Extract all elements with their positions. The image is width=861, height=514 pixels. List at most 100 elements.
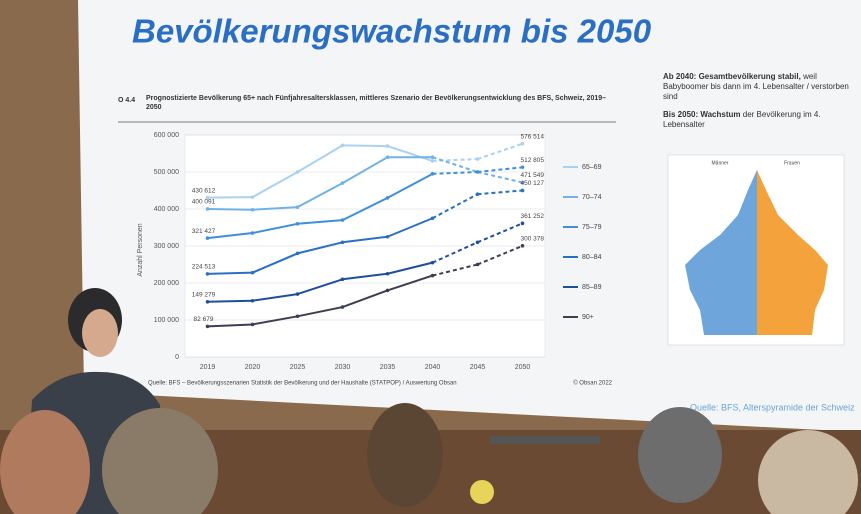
point (206, 272, 210, 276)
point (386, 155, 390, 159)
point (431, 155, 435, 159)
x-tick-label: 2035 (380, 364, 396, 371)
point (341, 218, 345, 222)
point (521, 142, 525, 146)
value-label: 361 252 (521, 213, 545, 220)
note-strong: Ab 2040: Gesamtbevölkerung stabil, (663, 72, 801, 81)
slide-title: Bevölkerungswachstum bis 2050 (132, 13, 652, 50)
line-segment (208, 209, 253, 210)
point (431, 159, 435, 163)
point (341, 181, 345, 185)
chart-title: Prognostizierte Bevölkerung 65+ nach Fün… (146, 94, 616, 112)
line-segment (208, 197, 253, 198)
chart-title-box: Prognostizierte Bevölkerung 65+ nach Fün… (146, 94, 616, 120)
point (296, 222, 300, 226)
pyramid-right-label: Frauen (784, 160, 800, 166)
x-tick-label: 2020 (245, 364, 261, 371)
y-tick-label: 300 000 (154, 243, 179, 250)
point (521, 165, 525, 169)
line-chart: 0 100 000 200 000 300 000 400 000 500 000 600 … (154, 132, 602, 371)
point (296, 252, 300, 256)
y-tick-label: 500 000 (154, 169, 179, 176)
legend-label: 70–74 (582, 194, 602, 201)
point (251, 208, 255, 212)
point (521, 189, 525, 193)
point (341, 241, 345, 245)
point (431, 216, 435, 220)
y-tick-label: 600 000 (154, 132, 179, 139)
value-label: 321 427 (192, 228, 216, 235)
point (296, 292, 300, 296)
legend-label: 85–89 (582, 284, 602, 291)
y-tick-label: 400 000 (154, 206, 179, 213)
point (251, 231, 255, 235)
point (476, 263, 480, 267)
point (341, 278, 345, 282)
audience-head (367, 403, 443, 507)
value-label: 430 612 (192, 187, 216, 194)
point (431, 261, 435, 265)
point (296, 205, 300, 209)
point (206, 236, 210, 240)
notes-box: Ab 2040: Gesamtbevölkerung stabil, weil … (663, 72, 853, 152)
point (251, 323, 255, 327)
point (251, 195, 255, 199)
point (431, 172, 435, 176)
pyramid-left-label: Männer (712, 160, 729, 166)
point (476, 157, 480, 161)
point (386, 144, 390, 148)
note: Ab 2040: Gesamtbevölkerung stabil, weil … (663, 72, 853, 102)
value-label: 576 514 (521, 133, 545, 140)
y-tick-label: 0 (175, 354, 179, 361)
point (431, 274, 435, 278)
point (341, 144, 345, 148)
point (296, 170, 300, 174)
point (206, 300, 210, 304)
point (386, 289, 390, 293)
chart-source: Quelle: BFS – Bevölkerungsszenarien Stat… (148, 381, 457, 387)
line-segment (208, 301, 253, 302)
notes: Ab 2040: Gesamtbevölkerung stabil, weil … (663, 72, 853, 130)
y-tick-label: 200 000 (154, 280, 179, 287)
point (251, 299, 255, 303)
y-tick-label: 100 000 (154, 317, 179, 324)
point (251, 271, 255, 275)
point (206, 325, 210, 329)
x-tick-label: 2025 (290, 364, 306, 371)
presenter-face (82, 309, 118, 357)
point (296, 315, 300, 319)
point (521, 222, 525, 226)
point (206, 207, 210, 211)
line-segment (208, 273, 253, 274)
legend-label: 65–69 (582, 164, 602, 171)
slide-footer: Quelle: BFS, Alterspyramide der Schweiz (690, 402, 855, 412)
x-tick-label: 2045 (470, 364, 486, 371)
legend-label: 90+ (582, 314, 594, 321)
note: Bis 2050: Wachstum der Bevölkerung im 4.… (663, 110, 853, 130)
value-label: 82 679 (194, 316, 214, 323)
page: Bevölkerungswachstum bis 2050 O 4.4 Prog… (0, 0, 861, 514)
chart-copyright: © Obsan 2022 (573, 380, 612, 387)
point (521, 244, 525, 248)
value-label: 300 378 (521, 236, 545, 243)
x-tick-label: 2050 (515, 364, 531, 371)
point (341, 305, 345, 309)
point (386, 235, 390, 239)
x-tick-label: 2019 (200, 364, 216, 371)
table (490, 436, 600, 444)
value-label: 149 279 (192, 291, 216, 298)
point (386, 196, 390, 200)
value-label: 512 805 (521, 157, 545, 164)
scene: Bevölkerungswachstum bis 2050 O 4.4 Prog… (0, 0, 861, 514)
value-label: 400 091 (192, 199, 216, 206)
chart-number: O 4.4 (118, 97, 135, 104)
point (476, 241, 480, 245)
y-axis-label: Anzahl Personen (137, 223, 144, 276)
legend-label: 75–79 (582, 224, 602, 231)
point (386, 272, 390, 276)
line-segment (343, 145, 388, 146)
x-tick-label: 2030 (335, 364, 351, 371)
flowers (470, 480, 494, 504)
value-label: 224 513 (192, 264, 216, 271)
point (476, 170, 480, 174)
